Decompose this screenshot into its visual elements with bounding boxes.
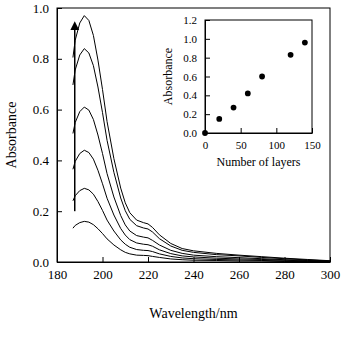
point xyxy=(216,116,222,122)
tick-label: 0.4 xyxy=(183,89,197,101)
axis-line xyxy=(57,9,58,263)
tick: 0.0 xyxy=(183,127,210,139)
tick: 240 xyxy=(184,257,204,282)
tick-mark xyxy=(285,257,286,262)
tick: 0.4 xyxy=(33,153,62,168)
tick-mark xyxy=(57,262,62,263)
tick: 150 xyxy=(304,128,321,151)
tick-mark xyxy=(276,128,277,133)
tick-mark xyxy=(57,8,62,9)
tick: 0.0 xyxy=(33,255,62,270)
arrow xyxy=(74,26,76,211)
inset-frame xyxy=(205,20,312,133)
tick-label: 240 xyxy=(184,267,204,282)
tick-label: 200 xyxy=(93,267,113,282)
tick: 1.0 xyxy=(33,1,62,16)
tick-label: 0.4 xyxy=(33,153,50,168)
tick-mark xyxy=(205,114,210,115)
tick-mark xyxy=(205,95,210,96)
chart: 180 200 220 240 260 280 300 0.0 0.2 0.4 0.6 0.8 1.0 W… xyxy=(0,0,350,338)
tick-mark xyxy=(330,257,331,262)
lines xyxy=(73,16,330,262)
point xyxy=(288,52,294,58)
tick-mark xyxy=(239,257,240,262)
spectrum-line xyxy=(73,16,330,261)
tick-mark xyxy=(312,128,313,133)
tick-mark xyxy=(205,20,210,21)
tick: 1.2 xyxy=(183,14,210,26)
tick-mark xyxy=(205,58,210,59)
tick: 0.8 xyxy=(183,52,210,64)
tick-mark xyxy=(103,257,104,262)
spectrum-line xyxy=(73,49,330,261)
points xyxy=(202,40,308,136)
tick: 0.6 xyxy=(33,102,62,117)
tick-mark xyxy=(205,133,210,134)
tick: 0.2 xyxy=(33,204,62,219)
x-axis-title: Wavelength/nm xyxy=(149,306,237,321)
point xyxy=(245,91,251,97)
tick-mark xyxy=(148,257,149,262)
tick-mark xyxy=(57,59,62,60)
tick-label: 220 xyxy=(139,267,159,282)
tick: 0.8 xyxy=(33,51,62,66)
tick-label: 1.0 xyxy=(33,1,49,16)
tick-label: 260 xyxy=(230,267,250,282)
tick-label: 1.2 xyxy=(183,14,197,26)
point xyxy=(302,40,308,46)
tick-label: 300 xyxy=(321,267,341,282)
spectrum-line xyxy=(73,188,330,261)
tick-mark xyxy=(241,128,242,133)
tick-mark xyxy=(205,39,210,40)
tick: 50 xyxy=(236,128,248,151)
spectrum-line xyxy=(73,150,330,261)
tick-mark xyxy=(57,160,62,161)
x-axis: 0 50 100 150 xyxy=(203,128,322,151)
axis-line xyxy=(206,133,313,134)
x-axis: 180 200 220 240 260 280 300 xyxy=(48,257,341,282)
tick-label: 50 xyxy=(236,139,248,151)
y-axis: 0.0 0.2 0.4 0.6 0.8 1.0 1.2 xyxy=(183,14,210,139)
tick-mark xyxy=(57,110,62,111)
tick: 0.6 xyxy=(183,71,210,83)
tick-label: 0.6 xyxy=(183,71,197,83)
tick-label: 0.8 xyxy=(183,52,197,64)
inset-y-axis-title: Absorbance xyxy=(161,48,175,105)
tick-label: 0.0 xyxy=(33,255,49,270)
tick-label: 0.2 xyxy=(33,204,49,219)
tick: 0.2 xyxy=(183,108,210,120)
tick: 100 xyxy=(269,128,286,151)
point xyxy=(259,74,265,80)
tick: 220 xyxy=(139,257,159,282)
point xyxy=(231,105,237,111)
tick-label: 1.0 xyxy=(183,33,197,45)
tick: 1.0 xyxy=(183,33,210,45)
tick-mark xyxy=(194,257,195,262)
tick-label: 150 xyxy=(304,139,321,151)
tick-label: 0.0 xyxy=(183,127,197,139)
spectrum-line xyxy=(73,107,330,261)
tick: 0.4 xyxy=(183,89,210,101)
tick-label: 0.6 xyxy=(33,102,50,117)
tick: 280 xyxy=(275,257,295,282)
tick-label: 280 xyxy=(275,267,295,282)
y-axis-title: Absorbance xyxy=(4,102,19,169)
tick-label: 180 xyxy=(48,267,68,282)
tick-mark xyxy=(205,77,210,78)
tick-mark xyxy=(57,211,62,212)
tick-label: 0.2 xyxy=(183,108,197,120)
tick-label: 100 xyxy=(269,139,286,151)
tick: 260 xyxy=(230,257,250,282)
tick: 300 xyxy=(321,257,341,282)
tick-label: 0 xyxy=(203,139,209,151)
y-axis: 0.0 0.2 0.4 0.6 0.8 1.0 xyxy=(33,1,62,270)
tick: 200 xyxy=(93,257,113,282)
tick-label: 0.8 xyxy=(33,51,49,66)
plot-frame xyxy=(57,8,330,262)
inset-x-axis-title: Number of layers xyxy=(217,155,301,169)
axis-line xyxy=(58,262,331,263)
